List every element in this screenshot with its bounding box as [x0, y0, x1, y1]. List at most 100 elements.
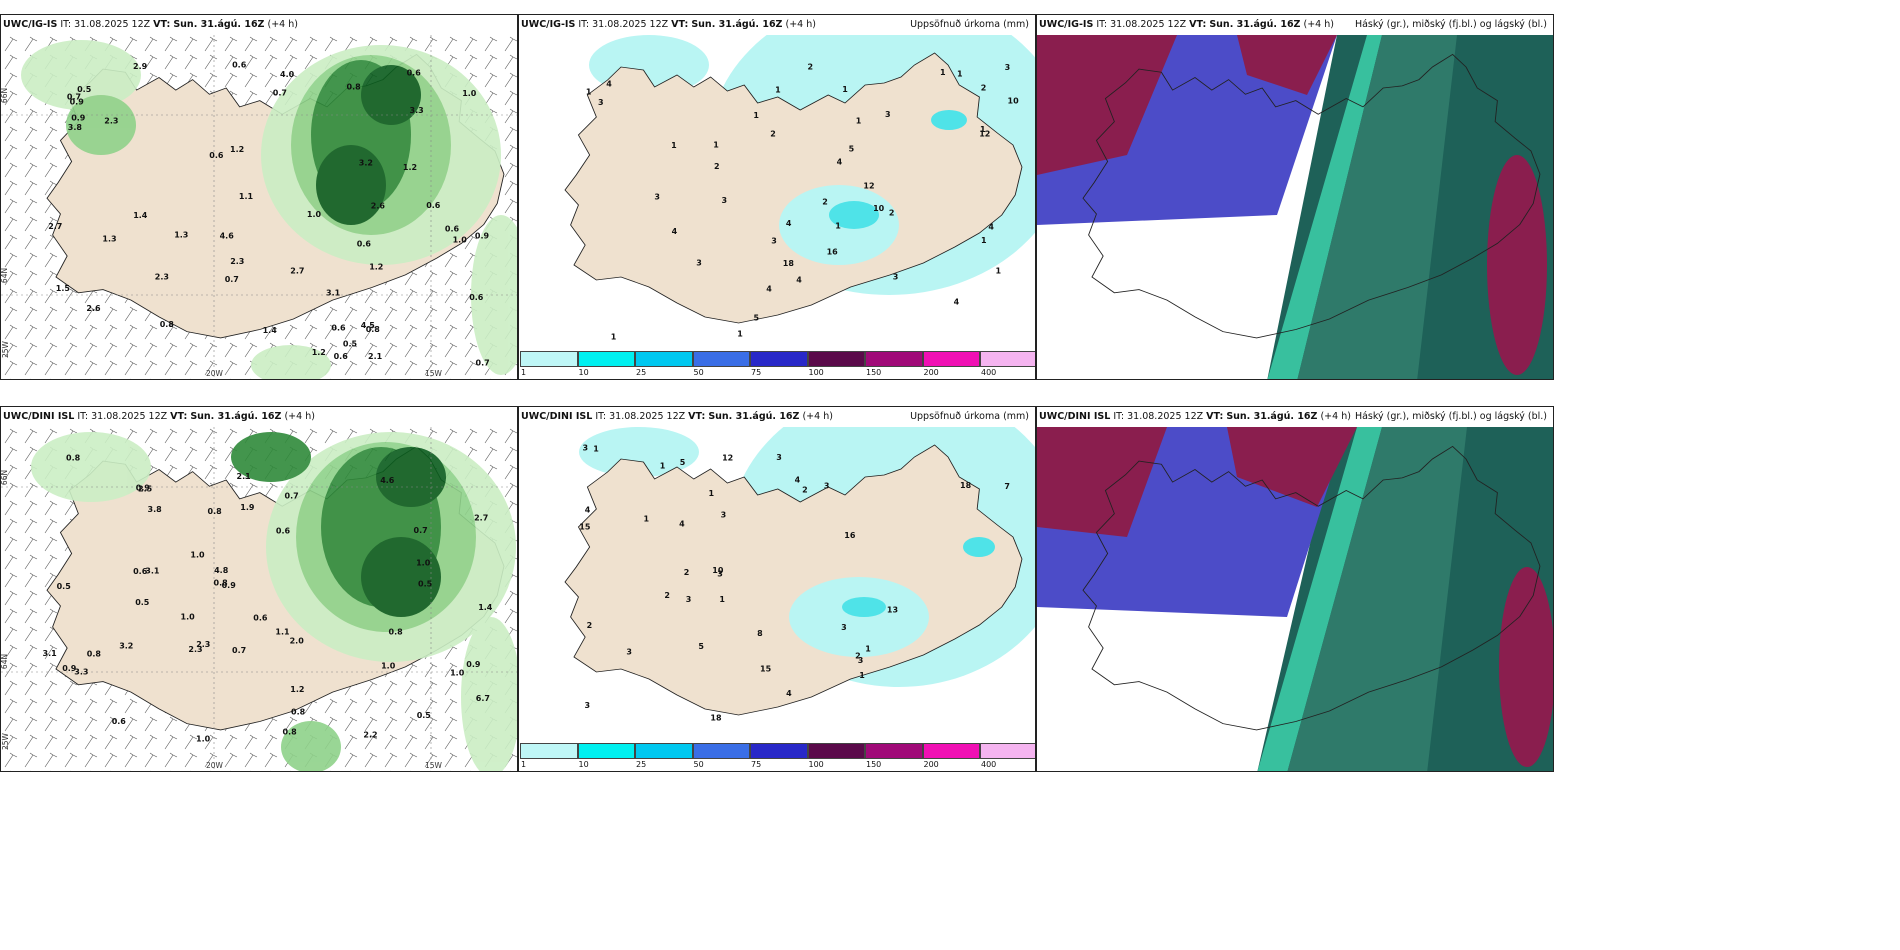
value-label: 1.0 — [453, 236, 468, 245]
value-label: 4 — [786, 219, 792, 228]
value-label: 1 — [611, 332, 617, 341]
lon-label: 20W — [206, 369, 223, 378]
value-label: 0.6 — [232, 60, 247, 69]
value-label: 2.3 — [104, 117, 118, 126]
value-label: 3.2 — [119, 642, 133, 651]
value-label: 2.1 — [237, 472, 252, 481]
panel-title: Háský (gr.), miðský (fj.bl.) og lágský (… — [1354, 411, 1547, 422]
legend-swatch — [807, 743, 865, 759]
value-label: 12 — [863, 182, 874, 191]
value-label: 0.8 — [160, 320, 175, 329]
value-label: 0.6 — [331, 323, 346, 332]
value-label: 1 — [981, 236, 987, 245]
value-label: 3 — [893, 273, 899, 282]
value-label: 1.0 — [307, 210, 322, 219]
legend-label: 75 — [751, 760, 762, 769]
value-label: 1.0 — [181, 613, 196, 622]
value-label: 2 — [802, 485, 808, 494]
value-label: 0.7 — [232, 646, 246, 655]
value-label: 1 — [586, 87, 592, 96]
value-label: 3.8 — [68, 123, 83, 132]
value-labels: 1.4 2.3 0.7 1.0 0.5 0.6 2.0 2.2 2.5 3.1 3.8 4.8 6.7 3… — [43, 453, 493, 743]
value-label: 0.6 — [112, 717, 127, 726]
value-label: 0.7 — [67, 93, 81, 102]
value-label: 1 — [865, 644, 871, 653]
value-label: 0.9 — [222, 581, 237, 590]
value-label: 1.3 — [174, 231, 188, 240]
legend-swatch — [520, 743, 578, 759]
value-label: 1.0 — [190, 550, 205, 559]
precip-legend: 1 10 25 50 75 100 150 200 400 — [519, 741, 1035, 771]
value-label: 2.9 — [133, 62, 148, 71]
value-label: 0.5 — [418, 580, 433, 589]
value-label: 0.5 — [343, 340, 358, 349]
value-label: 1 — [709, 489, 715, 498]
value-label: 2.7 — [48, 222, 62, 231]
value-label: 0.6 — [253, 614, 268, 623]
value-label: 1.2 — [403, 163, 417, 172]
value-label: 2.7 — [290, 266, 304, 275]
value-label: 3 — [696, 259, 702, 268]
value-label: 0.7 — [476, 358, 490, 367]
panel-title: Uppsöfnuð úrkoma (mm) — [910, 411, 1029, 422]
panel-header: UWC/IG-IS IT: 31.08.2025 12Z VT: Sun. 31… — [1037, 15, 1553, 35]
value-label: 0.6 — [445, 225, 460, 234]
value-label: 1 — [856, 116, 862, 125]
legend-label: 100 — [808, 368, 824, 377]
value-label: 12 — [722, 454, 733, 463]
value-label: 5 — [680, 458, 686, 467]
panel-top-right: UWC/IG-IS IT: 31.08.2025 12Z VT: Sun. 31… — [1036, 14, 1554, 380]
value-label: 1 — [996, 266, 1002, 275]
value-label: 0.9 — [466, 660, 481, 669]
value-label: 1 — [719, 595, 725, 604]
value-label: 1.4 — [133, 211, 148, 220]
value-label: 1 — [940, 68, 946, 77]
value-label: 1.2 — [230, 145, 244, 154]
value-label: 0.8 — [283, 727, 298, 736]
value-label: 4 — [988, 223, 994, 232]
accum-precip-map: 4441112112331133211152541243161210332412… — [564, 35, 1035, 341]
panel-header: UWC/DINI ISL IT: 31.08.2025 12Z VT: Sun.… — [1037, 407, 1553, 427]
value-label: 0.5 — [77, 85, 92, 94]
lat-label: 64N — [0, 267, 10, 284]
legend-swatch — [980, 351, 1035, 367]
value-label: 3 — [841, 623, 847, 632]
value-label: 1 — [660, 462, 666, 471]
value-label: 15 — [760, 664, 772, 673]
value-label: 4 — [837, 158, 843, 167]
legend-swatch — [692, 743, 750, 759]
value-label: 4 — [766, 285, 772, 294]
value-label: 4 — [672, 227, 678, 236]
value-label: 2.3 — [230, 257, 244, 266]
legend-swatch — [922, 351, 980, 367]
value-label: 2.3 — [155, 273, 169, 282]
value-labels: 4543313821113233221544118121571016185333… — [579, 444, 1010, 723]
value-label: 2.6 — [371, 202, 386, 211]
value-label: 5 — [698, 642, 704, 651]
value-label: 1 — [737, 329, 743, 338]
value-label: 0.5 — [417, 711, 432, 720]
value-label: 3.3 — [74, 668, 88, 677]
legend-swatch — [577, 743, 635, 759]
lon-label: 20W — [206, 761, 223, 770]
value-label: 2.7 — [474, 514, 488, 523]
value-label: 2.2 — [363, 731, 377, 740]
value-label: 2.3 — [196, 640, 210, 649]
panel-title: Háský (gr.), miðský (fj.bl.) og lágský (… — [1354, 19, 1547, 30]
value-label: 0.9 — [70, 98, 85, 107]
value-label: 0.8 — [87, 649, 102, 658]
panel-bot-left: UWC/DINI ISL IT: 31.08.2025 12Z VT: Sun.… — [0, 406, 518, 772]
value-label: 0.7 — [285, 491, 299, 500]
value-label: 0.5 — [57, 582, 72, 591]
value-label: 1.9 — [240, 503, 255, 512]
precip-wind-map: 0.6 0.7 0.6 1.1 0.5 0.8 1.2 1.2 0.7 0.6 0.6 0.7 0.6 2… — [1, 35, 517, 379]
lat-label: 25W — [0, 341, 10, 358]
value-label: 4 — [585, 506, 591, 515]
legend-label: 25 — [636, 368, 647, 377]
value-label: 2 — [822, 197, 828, 206]
panel-top-left: UWC/IG-IS IT: 31.08.2025 12Z VT: Sun. 31… — [0, 14, 518, 380]
value-label: 1.2 — [290, 685, 304, 694]
value-label: 18 — [960, 481, 972, 490]
value-label: 3 — [885, 110, 891, 119]
value-label: 3 — [585, 701, 591, 710]
